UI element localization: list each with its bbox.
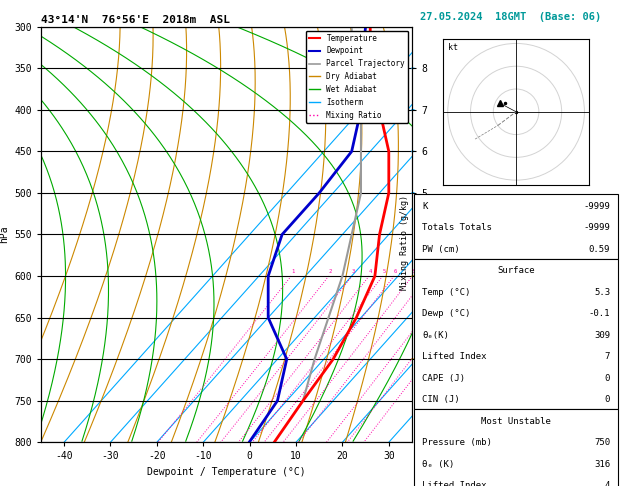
Bar xyxy=(414,409,618,486)
Text: 5.3: 5.3 xyxy=(594,288,610,297)
Bar xyxy=(414,259,618,409)
Text: -0.1: -0.1 xyxy=(589,309,610,318)
Text: Totals Totals: Totals Totals xyxy=(422,223,492,232)
Text: 0: 0 xyxy=(604,374,610,383)
Text: 4: 4 xyxy=(604,481,610,486)
Text: 6: 6 xyxy=(394,269,397,275)
Text: Lifted Index: Lifted Index xyxy=(422,481,487,486)
Text: 5: 5 xyxy=(382,269,386,275)
Text: Lifted Index: Lifted Index xyxy=(422,352,487,361)
Text: 4: 4 xyxy=(369,269,372,275)
Text: Surface: Surface xyxy=(498,266,535,275)
Text: -9999: -9999 xyxy=(583,202,610,211)
Text: K: K xyxy=(422,202,428,211)
Text: 43°14'N  76°56'E  2018m  ASL: 43°14'N 76°56'E 2018m ASL xyxy=(41,15,230,25)
Text: CIN (J): CIN (J) xyxy=(422,395,460,404)
X-axis label: Dewpoint / Temperature (°C): Dewpoint / Temperature (°C) xyxy=(147,467,306,477)
Text: PW (cm): PW (cm) xyxy=(422,245,460,254)
Text: 0: 0 xyxy=(604,395,610,404)
Text: 20: 20 xyxy=(472,269,479,275)
Y-axis label: hPa: hPa xyxy=(0,226,9,243)
Text: Mixing Ratio (g/kg): Mixing Ratio (g/kg) xyxy=(400,195,409,291)
Text: 309: 309 xyxy=(594,331,610,340)
Text: 7: 7 xyxy=(604,352,610,361)
Text: Temp (°C): Temp (°C) xyxy=(422,288,470,297)
Text: 10: 10 xyxy=(425,269,431,275)
Text: 15: 15 xyxy=(452,269,459,275)
Y-axis label: km
ASL: km ASL xyxy=(430,227,449,242)
Text: 750: 750 xyxy=(594,438,610,447)
Text: Most Unstable: Most Unstable xyxy=(481,417,551,426)
Text: LCL: LCL xyxy=(416,396,431,405)
Text: 2: 2 xyxy=(328,269,331,275)
Text: θₑ(K): θₑ(K) xyxy=(422,331,449,340)
Text: 27.05.2024  18GMT  (Base: 06): 27.05.2024 18GMT (Base: 06) xyxy=(420,12,601,22)
Text: 3: 3 xyxy=(352,269,355,275)
Text: 316: 316 xyxy=(594,460,610,469)
Text: 25: 25 xyxy=(488,269,495,275)
Legend: Temperature, Dewpoint, Parcel Trajectory, Dry Adiabat, Wet Adiabat, Isotherm, Mi: Temperature, Dewpoint, Parcel Trajectory… xyxy=(306,31,408,122)
Text: kt: kt xyxy=(448,43,458,52)
Text: Dewp (°C): Dewp (°C) xyxy=(422,309,470,318)
Text: CAPE (J): CAPE (J) xyxy=(422,374,465,383)
Text: 0.59: 0.59 xyxy=(589,245,610,254)
Text: 8: 8 xyxy=(412,269,415,275)
Text: Pressure (mb): Pressure (mb) xyxy=(422,438,492,447)
Text: θₑ (K): θₑ (K) xyxy=(422,460,454,469)
Text: 1: 1 xyxy=(291,269,294,275)
Text: -9999: -9999 xyxy=(583,223,610,232)
Bar xyxy=(414,194,618,259)
